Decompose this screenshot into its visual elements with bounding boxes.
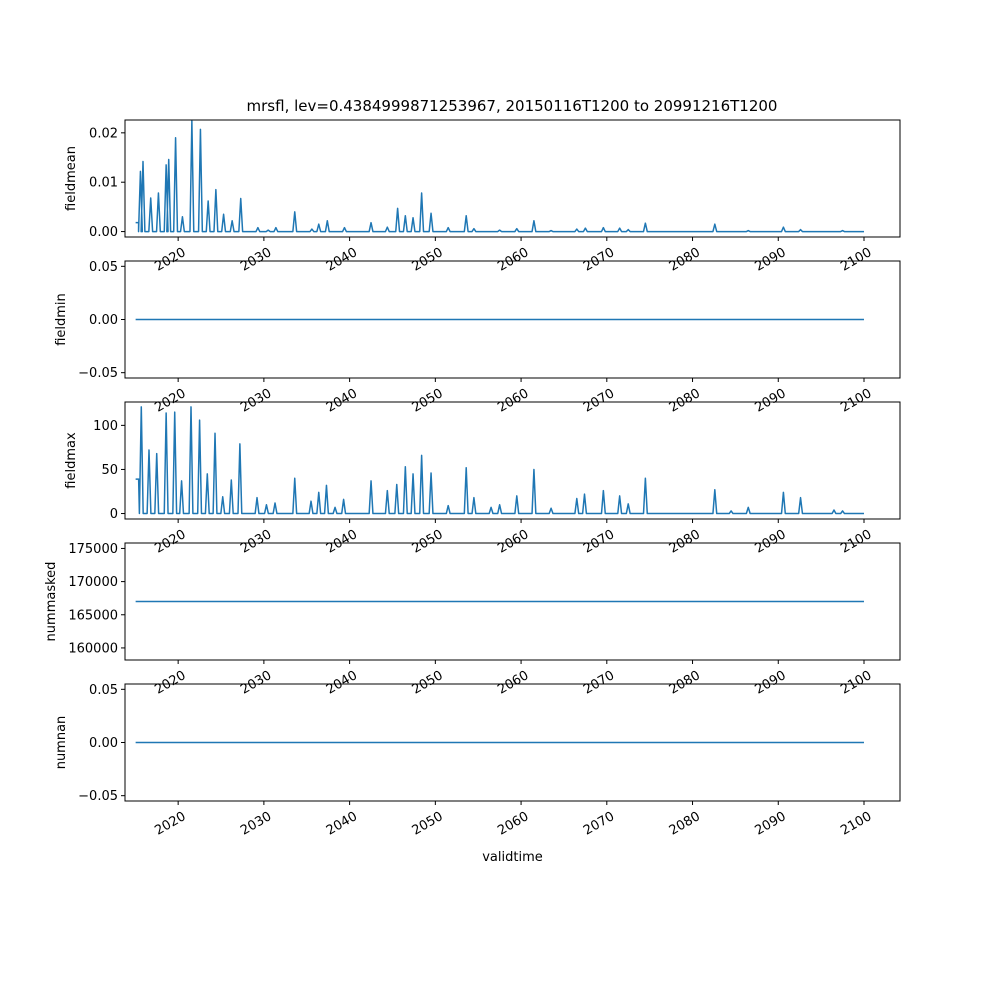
axes-frame [124, 542, 901, 661]
y-axis-label: fieldmax [64, 432, 79, 489]
y-tick-label: 0.05 [89, 260, 118, 275]
y-tick-label: 160000 [68, 641, 118, 656]
series-line-fieldmean [135, 120, 864, 233]
y-tick-label: 50 [101, 463, 118, 478]
y-tick-label: −0.05 [78, 366, 118, 381]
axes-frame [124, 119, 901, 238]
y-tick-label: 165000 [68, 608, 118, 623]
y-tick-label: 0.00 [89, 736, 118, 751]
y-tick-label: 0.00 [89, 225, 118, 240]
y-axis-label: fieldmin [54, 293, 69, 346]
y-tick-label: 0 [110, 507, 118, 522]
series-line-fieldmax [135, 406, 864, 515]
y-axis-label: fieldmean [64, 146, 79, 211]
x-axis-label: validtime [482, 850, 543, 865]
y-tick-label: 0.00 [89, 313, 118, 328]
y-tick-label: 0.01 [89, 176, 118, 191]
y-tick-label: 175000 [68, 542, 118, 557]
y-tick-label: 0.05 [89, 683, 118, 698]
y-tick-label: 170000 [68, 575, 118, 590]
y-tick-label: 0.02 [89, 126, 118, 141]
chart-title: mrsfl, lev=0.4384999871253967, 20150116T… [247, 97, 778, 115]
y-axis-label: nummasked [44, 562, 59, 642]
y-tick-label: −0.05 [78, 789, 118, 804]
y-axis-label: numnan [54, 716, 69, 770]
y-tick-label: 100 [93, 419, 118, 434]
axes-frame [124, 401, 901, 520]
